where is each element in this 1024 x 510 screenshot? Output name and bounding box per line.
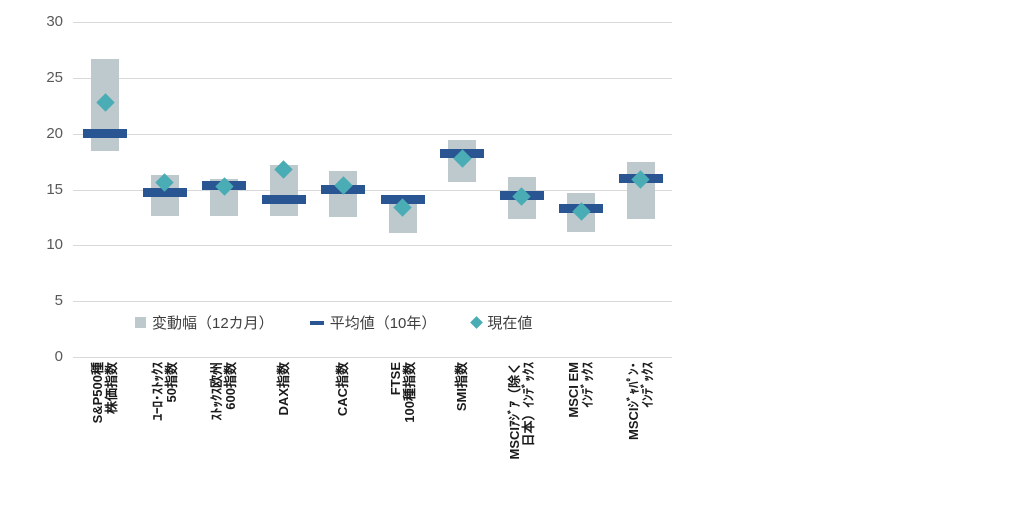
mean-dash-icon [309,320,324,325]
x-axis-category-label: DAX指数 [276,362,291,416]
range-swatch-icon [135,317,146,328]
y-axis-tick-label: 5 [54,292,63,309]
mean-bar [143,188,187,197]
x-axis-category-label: FTSE 100種指数 [388,362,417,423]
gridline [73,22,672,23]
x-axis-category-label: S&P500種 株価指数 [90,362,119,424]
x-axis-category-label: MSCI EM ｲﾝﾃﾞｯｸｽ [566,362,595,418]
gridline [73,78,672,79]
legend-label-range: 変動幅（12カ月） [152,315,274,332]
legend-item-range: 変動幅（12カ月） [135,312,274,333]
y-axis-tick-label: 30 [46,13,63,30]
mean-bar [262,195,306,204]
gridline [73,301,672,302]
x-axis-category-label: SMI指数 [454,362,469,412]
x-axis-category-label: CAC指数 [335,362,350,417]
gridline [73,190,672,191]
x-axis-category-label: MSCIｱｼﾞｱ（除く 日本）ｲﾝﾃﾞｯｸｽ [507,362,536,460]
legend-label-current: 現在値 [487,315,533,332]
y-axis-tick-label: 20 [46,125,63,142]
y-axis-tick-label: 15 [46,181,63,198]
legend-label-mean: 平均値（10年） [329,315,437,332]
gridline [73,245,672,246]
mean-bar [83,129,127,138]
y-axis-tick-label: 25 [46,69,63,86]
gridline [73,357,672,358]
y-axis-tick-label: 10 [46,236,63,253]
current-diamond-icon [470,316,484,329]
y-axis-tick-label: 0 [54,348,63,365]
chart-legend: 変動幅（12カ月） 平均値（10年） 現在値 [135,312,532,333]
legend-item-mean: 平均値（10年） [309,312,437,333]
x-axis-category-label: ｽﾄｯｸｽ欧州 600指数 [209,362,238,421]
gridline [73,134,672,135]
legend-item-current: 現在値 [470,312,533,333]
x-axis-category-label: MSCIｼﾞｬﾊﾟﾝ･ ｲﾝﾃﾞｯｸｽ [626,362,655,440]
x-axis-category-label: ﾕｰﾛ･ｽﾄｯｸｽ 50指数 [150,362,179,421]
